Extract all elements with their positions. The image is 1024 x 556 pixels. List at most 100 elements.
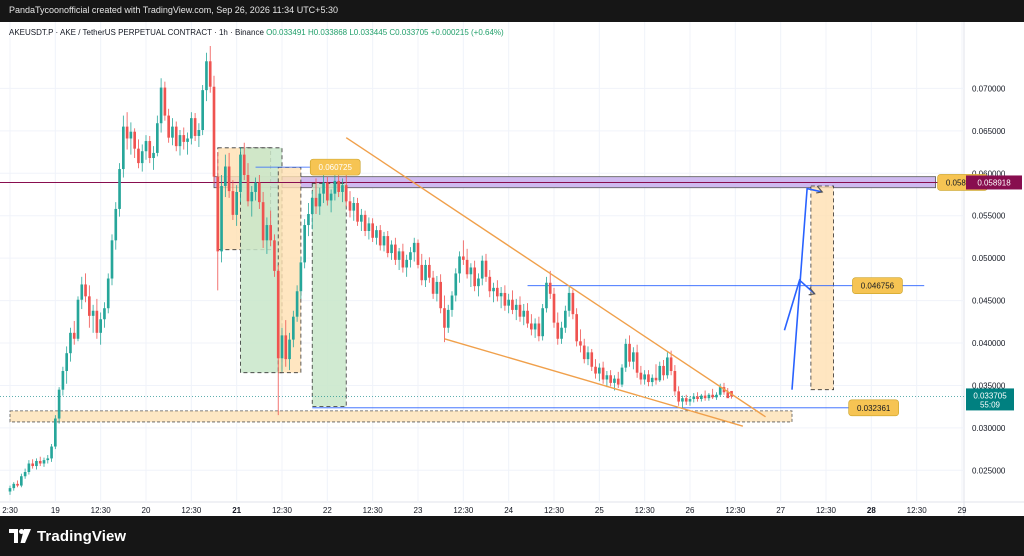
candle-body — [76, 299, 80, 339]
trendline — [444, 338, 744, 427]
candle-body — [526, 310, 529, 324]
candle — [635, 344, 639, 378]
candle-body — [276, 270, 280, 359]
candle-body — [548, 282, 552, 294]
candle — [443, 295, 446, 343]
candle-body — [227, 166, 231, 192]
candle-body — [171, 126, 174, 138]
candle — [186, 132, 189, 155]
candle-body — [310, 197, 314, 215]
candle — [269, 210, 272, 247]
candle — [208, 46, 212, 93]
candle-body — [628, 343, 631, 362]
candle — [231, 180, 235, 220]
candle — [261, 191, 265, 248]
candle-body — [144, 141, 148, 152]
y-tick-label: 0.030000 — [972, 424, 1006, 433]
candle-body — [159, 87, 163, 124]
candle-body — [91, 310, 95, 316]
candle — [303, 219, 306, 269]
candle — [696, 392, 699, 402]
candle — [700, 393, 703, 402]
candle-body — [95, 310, 99, 333]
candle — [254, 177, 257, 201]
candle-body — [514, 304, 518, 310]
candle — [54, 415, 57, 450]
candle-body — [152, 152, 155, 159]
candle — [201, 85, 204, 136]
candle — [582, 338, 586, 364]
candle-body — [375, 230, 378, 238]
candle-body — [16, 483, 19, 486]
price-labels: 0.060725 0.046756 0.032361 0.0589180.058918… — [309, 158, 1022, 417]
x-tick-label: 27 — [776, 506, 785, 515]
candle — [492, 282, 495, 303]
candle-body — [269, 225, 272, 241]
candle — [8, 485, 12, 495]
candle — [424, 259, 427, 288]
candle-body — [292, 316, 295, 340]
candle-body — [541, 308, 544, 337]
candle-body — [35, 460, 38, 467]
candle-body — [545, 282, 548, 309]
candle — [643, 370, 646, 385]
candle — [548, 270, 552, 299]
candle — [507, 293, 510, 314]
candle-body — [356, 202, 359, 222]
candle — [216, 152, 220, 291]
candle-body — [360, 214, 363, 222]
candle — [193, 113, 197, 142]
arrow-head-icon — [816, 185, 824, 194]
candle-body — [371, 223, 374, 238]
candle-body — [148, 141, 152, 159]
candle-body — [496, 287, 499, 297]
candle-body — [193, 118, 197, 136]
candle-body — [235, 191, 238, 215]
candle — [80, 276, 84, 310]
chart-panel[interactable]: 0.070000 0.065000 0.060000 0.055000 0.050000… — [0, 22, 1024, 516]
candle — [647, 370, 650, 387]
target-price-label-box — [852, 277, 903, 294]
candle — [382, 231, 386, 252]
candle-body — [469, 267, 473, 275]
candle — [530, 314, 533, 336]
candle — [420, 253, 424, 286]
x-tick-label: 23 — [414, 506, 423, 515]
candle-body — [518, 304, 522, 317]
candle — [42, 457, 46, 467]
candle-body — [726, 392, 730, 399]
candle-body — [246, 174, 250, 202]
candle-body — [703, 395, 707, 399]
candle-body — [46, 458, 50, 461]
candle-body — [212, 86, 216, 177]
candle — [703, 390, 707, 401]
candle — [416, 239, 420, 269]
tradingview-logo[interactable]: TradingView — [9, 527, 126, 545]
candle-body — [299, 262, 303, 292]
candle-body — [8, 488, 12, 492]
candle-body — [477, 278, 480, 287]
candle-body — [488, 276, 492, 292]
candle-body — [363, 214, 367, 231]
candle — [454, 268, 458, 302]
candle — [344, 172, 348, 207]
candle — [639, 365, 643, 385]
price-chart[interactable]: 0.070000 0.065000 0.060000 0.055000 0.050000… — [0, 22, 1024, 516]
candle — [707, 393, 711, 401]
y-tick-label: 0.065000 — [972, 127, 1006, 136]
candle — [31, 459, 34, 469]
candle-body — [348, 201, 352, 211]
candle — [499, 287, 503, 309]
candle-body — [80, 284, 84, 300]
candle — [99, 312, 102, 345]
candle-body — [431, 277, 435, 294]
green-zone-box — [311, 183, 347, 408]
candle — [465, 248, 469, 279]
candle-body — [137, 148, 140, 164]
drawing-zones — [9, 147, 936, 423]
x-tick-label: 12:30 — [181, 506, 202, 515]
candle — [273, 234, 276, 277]
candle — [88, 285, 91, 328]
candle-body — [205, 61, 208, 91]
candle — [227, 152, 231, 198]
